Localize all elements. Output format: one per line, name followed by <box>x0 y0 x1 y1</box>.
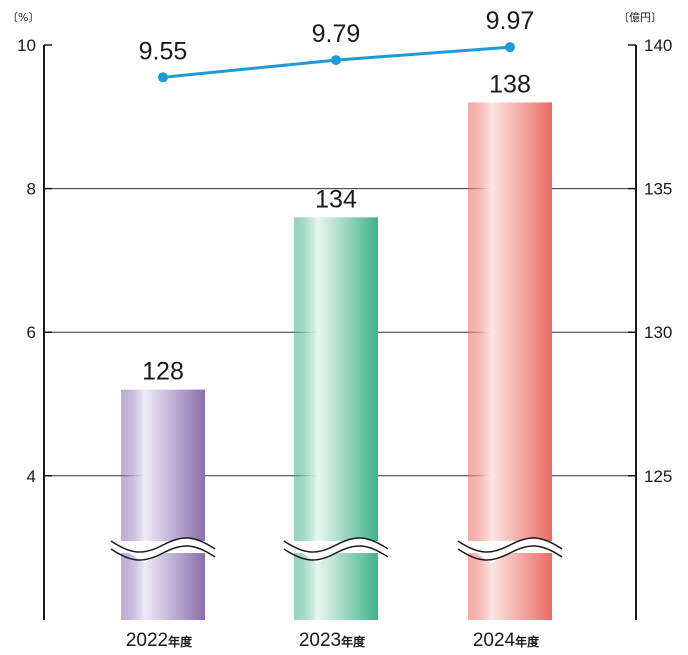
right-tick-label: 135 <box>644 180 672 199</box>
axis-break-line <box>110 545 216 561</box>
category-label: 2022年度 <box>126 630 193 651</box>
axis-breaks <box>110 537 563 563</box>
right-tick-label: 130 <box>644 323 672 342</box>
line-point <box>331 55 341 66</box>
axis-break-gap <box>458 541 562 553</box>
line-series <box>158 42 515 83</box>
bar-2022 <box>121 389 205 620</box>
left-tick-label: 10 <box>17 36 36 55</box>
axis-break-line <box>457 537 563 553</box>
data-labels: 128 2022年度 134 2023年度 138 2024年度 9.55 9.79 9.97 <box>126 7 540 651</box>
right-tick-label: 125 <box>644 467 672 486</box>
bars <box>121 102 552 620</box>
category-label: 2023年度 <box>299 630 366 651</box>
bar-value-label: 128 <box>142 358 184 386</box>
axis-break-gap <box>284 541 388 553</box>
right-tick-label: 140 <box>644 36 672 55</box>
line-point <box>505 42 515 53</box>
left-axis-unit: 〔%〕 <box>7 11 39 24</box>
category-label: 2024年度 <box>473 630 540 651</box>
bar-value-label: 134 <box>315 185 357 213</box>
bar-2024 <box>468 102 552 620</box>
right-axis-unit: 〔億円〕 <box>618 11 662 24</box>
axis-break-line <box>283 545 389 561</box>
line-value-label: 9.79 <box>312 20 361 48</box>
line-value-label: 9.55 <box>139 37 188 65</box>
axis-break-line <box>457 545 563 561</box>
line-point <box>158 72 168 83</box>
left-tick-label: 6 <box>27 323 36 342</box>
axis-break-line <box>283 537 389 553</box>
axis-break-gap <box>111 541 215 553</box>
bar-value-label: 138 <box>489 70 531 98</box>
axis-break-line <box>110 537 216 553</box>
left-tick-label: 4 <box>27 467 36 486</box>
left-tick-label: 8 <box>27 180 36 199</box>
line-value-label: 9.97 <box>486 7 535 35</box>
axes: 4 6 8 10 125 130 135 140 <box>17 36 672 620</box>
